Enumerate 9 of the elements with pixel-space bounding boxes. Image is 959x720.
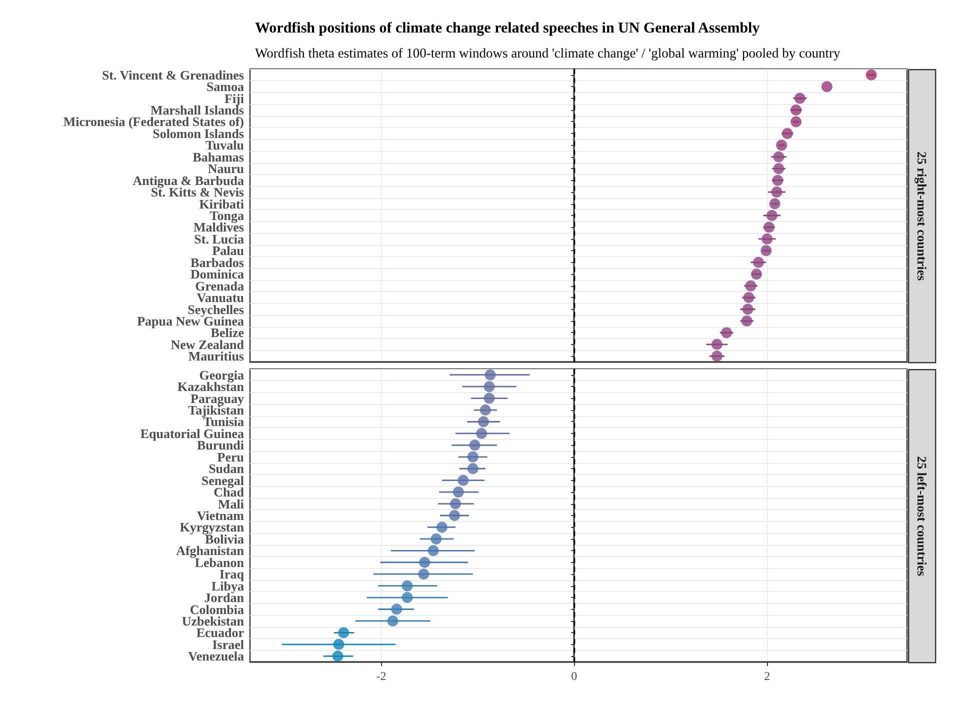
text: 25 right-most countries [914, 151, 930, 281]
y-tick-label: Afghanistan [176, 543, 245, 558]
x-tick-label: 0 [571, 669, 578, 683]
x-tick-label: 2 [764, 669, 770, 683]
chart-subtitle: Wordfish theta estimates of 100-term windows around 'climate change' / 'global warming' pooled by country [255, 46, 840, 60]
text: 25 left-most countries [914, 456, 930, 576]
x-tick-label: -2 [376, 669, 386, 683]
chart-title: Wordfish positions of climate change related speeches in UN General Assembly [255, 20, 760, 36]
y-tick-label: Kiribati [199, 196, 244, 212]
